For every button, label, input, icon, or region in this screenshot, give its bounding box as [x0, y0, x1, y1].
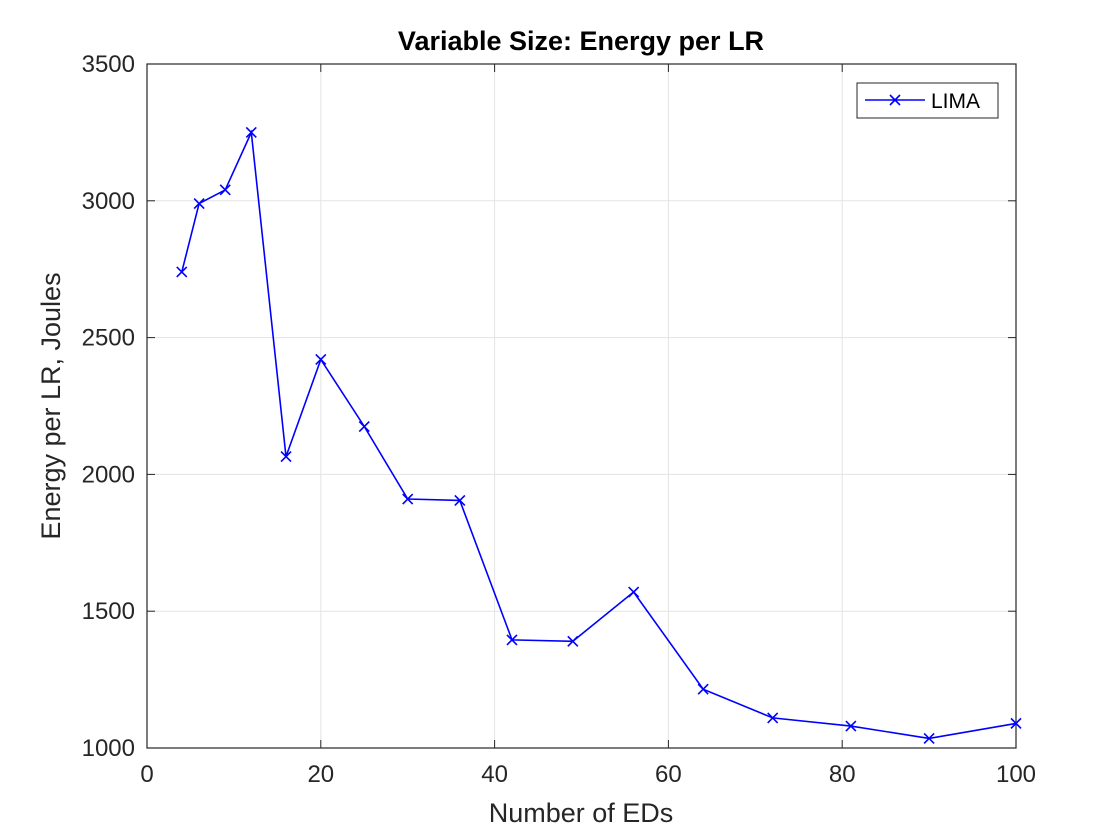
data-point-marker: [219, 184, 231, 196]
data-point-marker: [245, 126, 257, 138]
data-point-marker: [506, 634, 518, 646]
y-tick-label: 3000: [82, 188, 135, 215]
y-tick-label: 2500: [82, 325, 135, 352]
legend: LIMA: [856, 82, 999, 119]
data-point-marker: [358, 420, 370, 433]
data-point-marker: [193, 197, 205, 210]
plot-frame: [146, 63, 1017, 749]
data-point-marker: [280, 451, 292, 463]
plot-area: [147, 64, 1016, 748]
legend-label: LIMA: [931, 90, 980, 113]
data-point-marker: [402, 493, 414, 505]
data-point-marker: [923, 732, 935, 744]
data-point-marker: [454, 494, 466, 506]
data-point-marker: [767, 712, 779, 724]
grid-lines: [147, 64, 1016, 748]
y-tick-label: 1000: [82, 735, 135, 762]
x-tick-label: 20: [307, 761, 334, 788]
data-point-marker: [697, 683, 709, 695]
y-tick-label: 3500: [82, 51, 135, 78]
data-point-marker: [1010, 717, 1022, 729]
legend-x-marker: [889, 94, 901, 106]
data-point-marker: [628, 586, 640, 598]
data-point-marker: [845, 720, 857, 732]
axis-ticks: 0 20 40 60 80 100 1000 1500 2000 2500 3000 3500: [82, 51, 1036, 788]
data-point-marker: [315, 353, 327, 366]
x-tick-label: 80: [829, 761, 856, 788]
data-point-marker: [176, 266, 188, 278]
y-tick-label: 1500: [82, 598, 135, 625]
x-tick-label: 0: [140, 761, 153, 788]
chart-title: Variable Size: Energy per LR: [398, 26, 764, 56]
x-tick-label: 100: [996, 761, 1036, 788]
x-tick-label: 40: [481, 761, 508, 788]
y-axis-label: Energy per LR, Joules: [36, 272, 66, 539]
data-point-marker: [567, 635, 579, 647]
x-axis-label: Number of EDs: [489, 798, 674, 828]
series-layer: [176, 126, 1022, 744]
y-tick-label: 2000: [82, 461, 135, 488]
x-tick-label: 60: [655, 761, 682, 788]
